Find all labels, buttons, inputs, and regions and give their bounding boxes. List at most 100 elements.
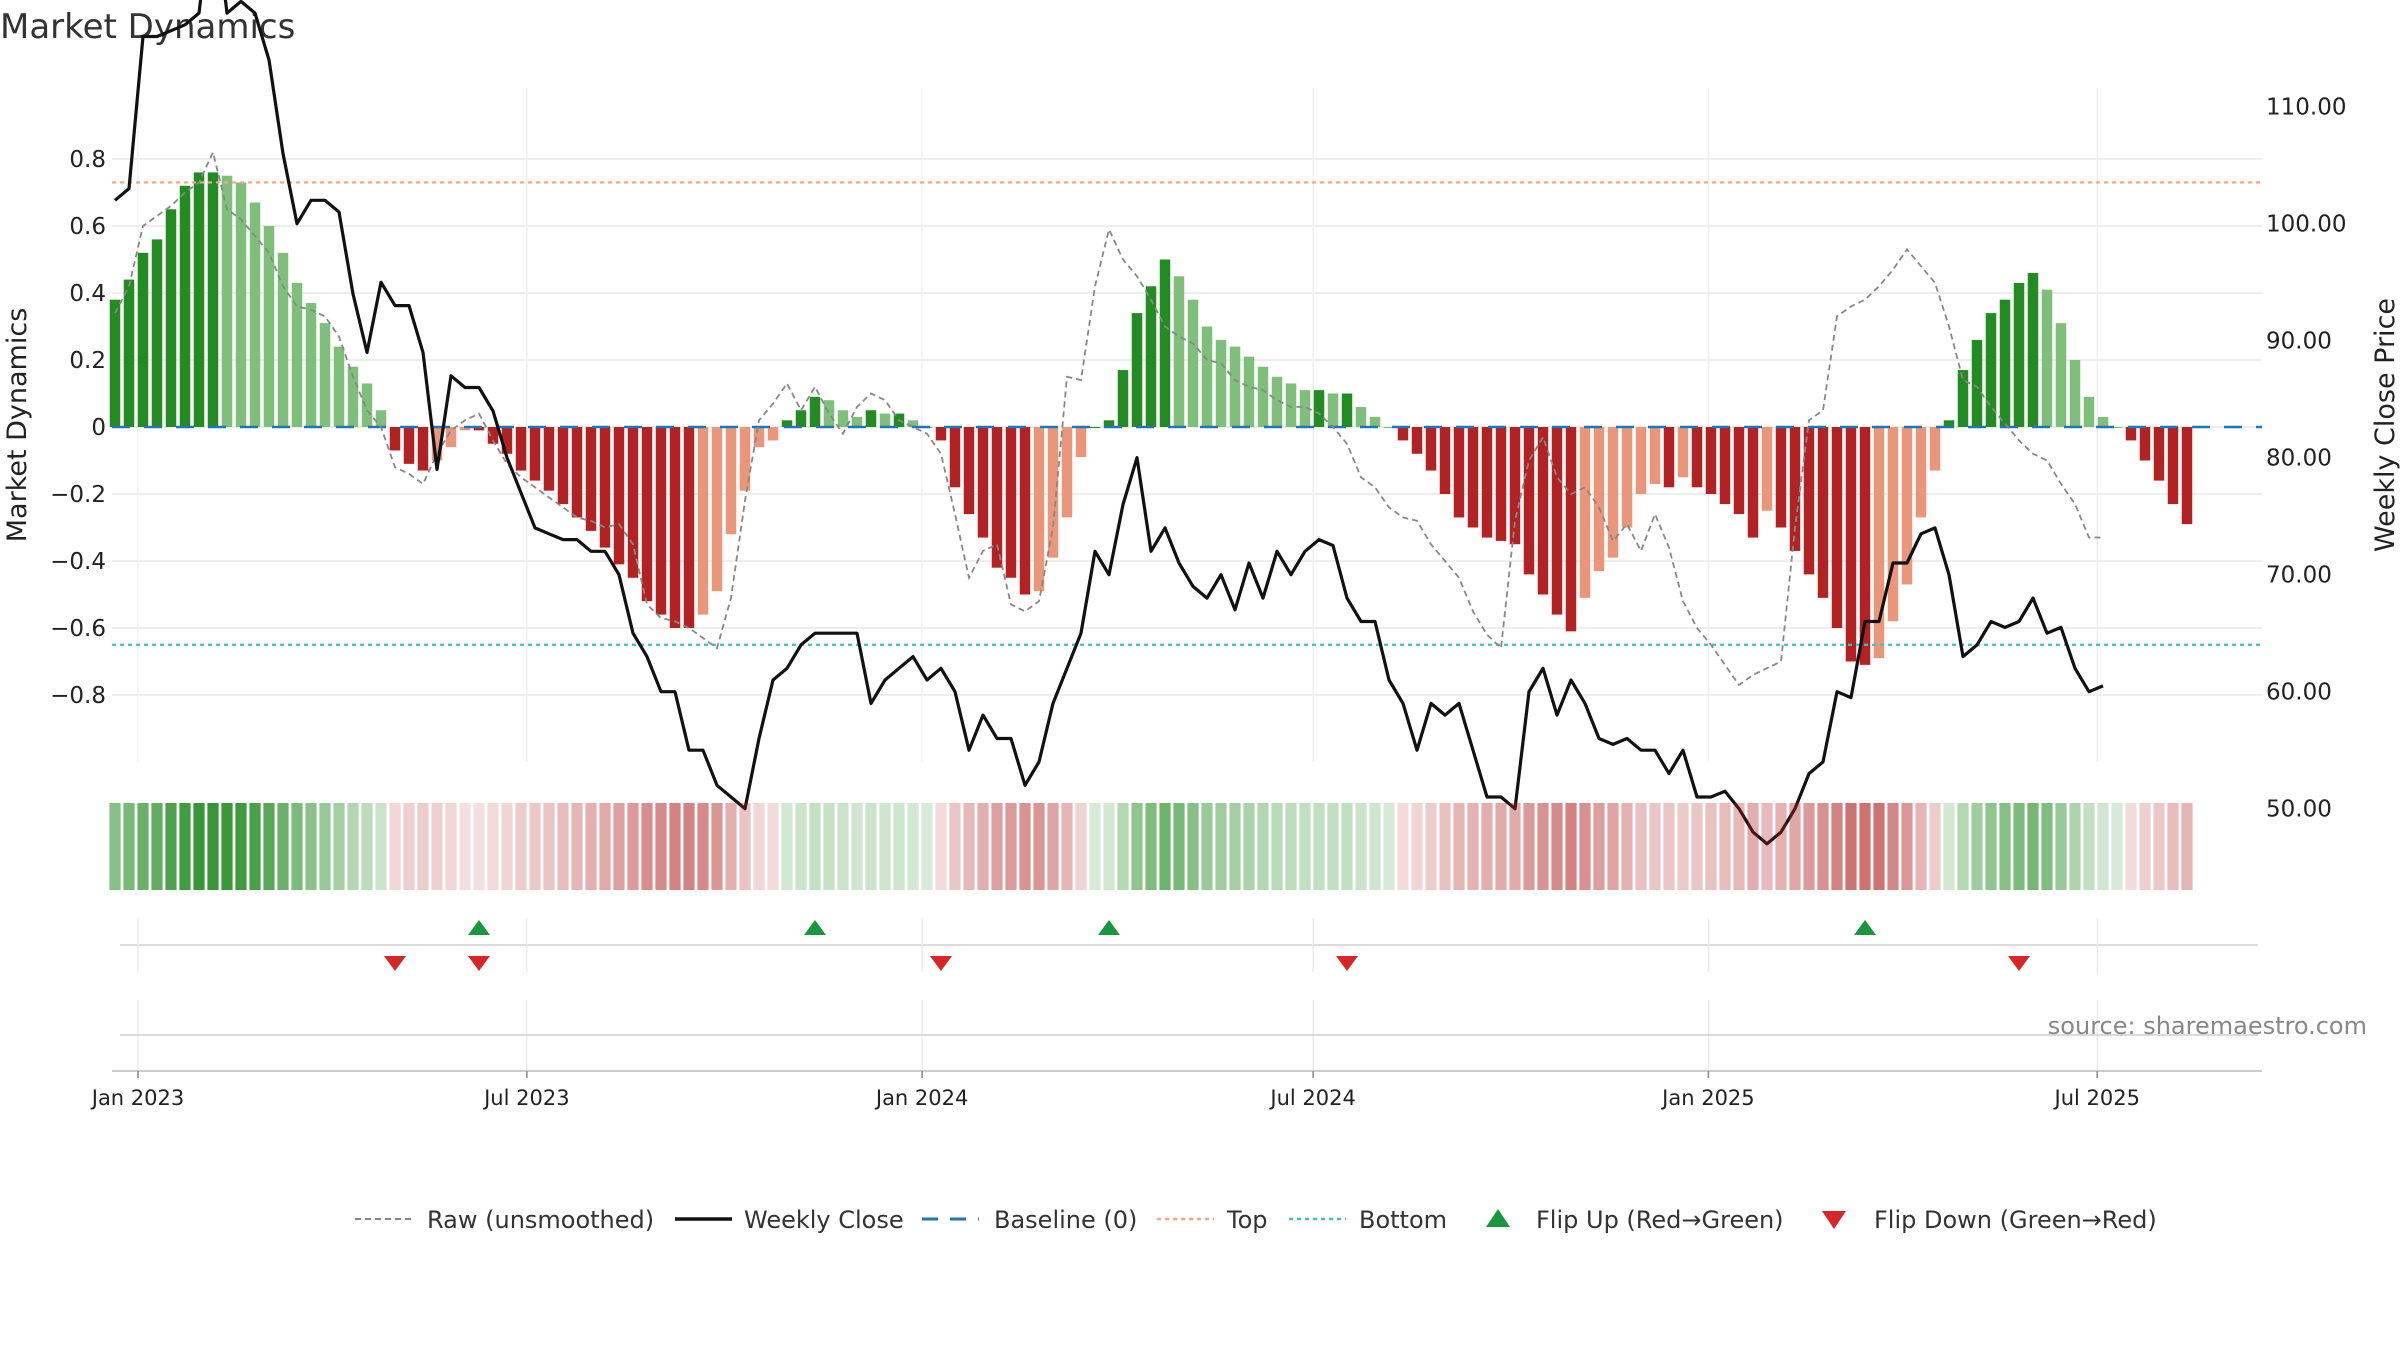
heat-cell [907,803,919,890]
heat-cell [1495,803,1507,890]
flip-up-marker [1854,920,1876,935]
momentum-bar [1355,406,1367,427]
momentum-bar [991,427,1003,568]
heat-cell [2041,803,2053,890]
momentum-bar [1901,427,1913,585]
heat-cell [1509,803,1521,890]
momentum-bar [1299,390,1311,427]
momentum-bar [949,427,961,488]
momentum-bar [305,303,317,427]
momentum-bar [2167,427,2179,505]
heat-cell [1523,803,1535,890]
x-axis-ticks: Jan 2023 Jul 2023 Jan 2024 Jul 2024 Jan 2025… [90,1071,2140,1110]
x-tick-label: Jan 2025 [1660,1086,1755,1110]
heat-cell [1397,803,1409,890]
heat-cell [1845,803,1857,890]
heat-cell [893,803,905,890]
y-tick-label: 0.2 [69,348,106,374]
momentum-bar [1649,427,1661,484]
heat-cell [753,803,765,890]
momentum-bar [907,420,919,427]
heat-cell [1299,803,1311,890]
momentum-bar [1103,420,1115,427]
right-axis-ticks: 130.00120.00110.00100.0090.0080.0070.006… [2266,0,2346,823]
x-tick-label: Jan 2023 [90,1086,185,1110]
heat-cell [2027,803,2039,890]
heat-cell [1691,803,1703,890]
heat-cell [1635,803,1647,890]
momentum-bar [249,202,261,427]
heat-cell [1257,803,1269,890]
momentum-bar [2027,272,2039,427]
heat-cell [1411,803,1423,890]
momentum-bar [1551,427,1563,615]
momentum-bar [781,420,793,427]
momentum-bar [753,427,765,448]
legend-item-raw: Raw (unsmoothed) [355,1206,654,1234]
heat-cell [613,803,625,890]
momentum-bar [1411,427,1423,454]
momentum-bar [1985,313,1997,427]
heat-cell [1481,803,1493,890]
heat-cell [1915,803,1927,890]
heat-cell [865,803,877,890]
momentum-bar [221,175,233,427]
momentum-bar [277,252,289,427]
heat-cell [697,803,709,890]
heat-cell [725,803,737,890]
heat-cell [1761,803,1773,890]
momentum-bar [543,427,555,491]
momentum-bar [865,410,877,427]
heat-cell [2167,803,2179,890]
flip-up-marker [804,920,826,935]
heat-cell [1439,803,1451,890]
heat-cell [1369,803,1381,890]
momentum-bar [669,427,681,628]
momentum-bar [1243,356,1255,427]
heat-cell [1131,803,1143,890]
legend: Raw (unsmoothed) Weekly Close Baseline (0)… [355,1206,2157,1234]
heat-cell [2013,803,2025,890]
momentum-bar [1495,427,1507,541]
legend-item-baseline: Baseline (0) [922,1206,1137,1234]
momentum-bar [1747,427,1759,538]
momentum-bar [2055,323,2067,427]
legend-label: Top [1226,1206,1268,1234]
heat-cell [501,803,513,890]
heat-cell [1103,803,1115,890]
momentum-bar [1131,313,1143,427]
legend-item-bottom: Bottom [1289,1206,1447,1234]
heat-cell [515,803,527,890]
heat-cell [389,803,401,890]
heat-cell [109,803,121,890]
heat-cell [655,803,667,890]
heat-cell [1117,803,1129,890]
momentum-bar [1215,339,1227,427]
momentum-bar [1425,427,1437,471]
momentum-bar [361,383,373,427]
heat-cell [1803,803,1815,890]
heat-cell [1537,803,1549,890]
momentum-bar [823,400,835,427]
momentum-bar [837,410,849,427]
y2-tick-label: 80.00 [2266,446,2332,472]
momentum-bar [1929,427,1941,471]
heat-cell [1579,803,1591,890]
flip-down-marker [2008,956,2030,971]
heat-cell [1187,803,1199,890]
x-tick-label: Jul 2023 [482,1086,569,1110]
heat-cell [1271,803,1283,890]
heat-cell [1327,803,1339,890]
flip-down-marker [384,956,406,971]
momentum-bar [487,427,499,444]
momentum-bar [529,427,541,481]
momentum-bar [557,427,569,505]
heat-cell [361,803,373,890]
heat-cell [2097,803,2109,890]
momentum-bar [2097,416,2109,427]
heat-cell [837,803,849,890]
momentum-bar [1271,376,1283,427]
heat-cell [669,803,681,890]
heat-cell [179,803,191,890]
heat-cell [641,803,653,890]
